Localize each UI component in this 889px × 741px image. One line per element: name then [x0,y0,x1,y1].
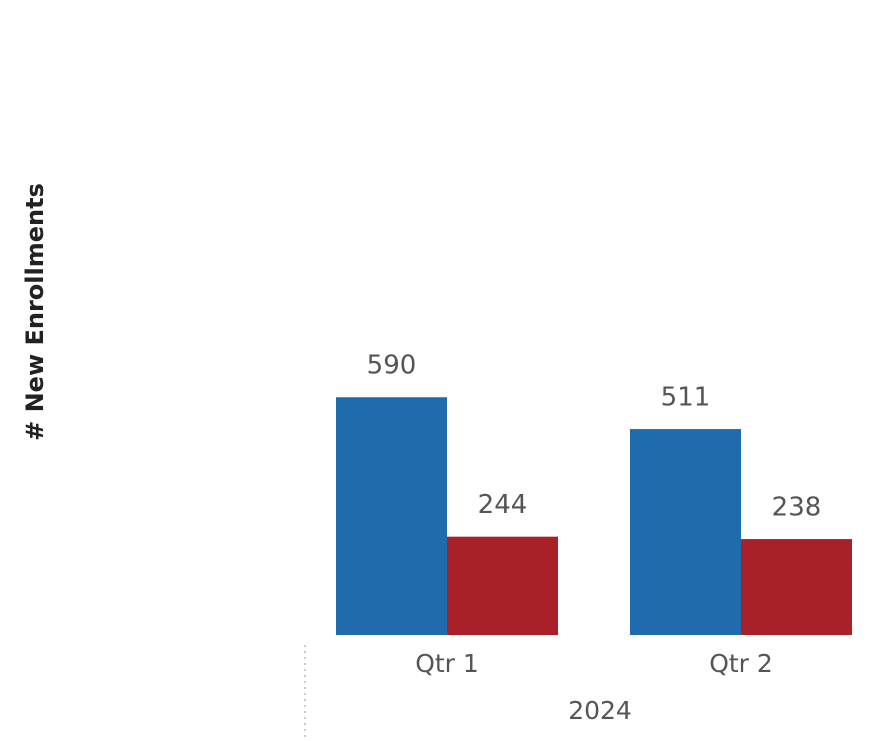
x-tick-label: Qtr 1 [415,649,479,678]
data-label: 238 [772,493,822,523]
data-label: 511 [661,383,711,413]
x-group-label: 2024 [568,696,632,725]
bar [630,429,741,635]
y-axis-label: # New Enrollments [21,183,49,441]
x-tick-label: Qtr 2 [709,649,773,678]
data-label: 244 [478,490,528,520]
data-label: 590 [367,351,417,381]
bar [336,397,447,635]
bar [447,536,558,635]
bar [741,539,852,635]
